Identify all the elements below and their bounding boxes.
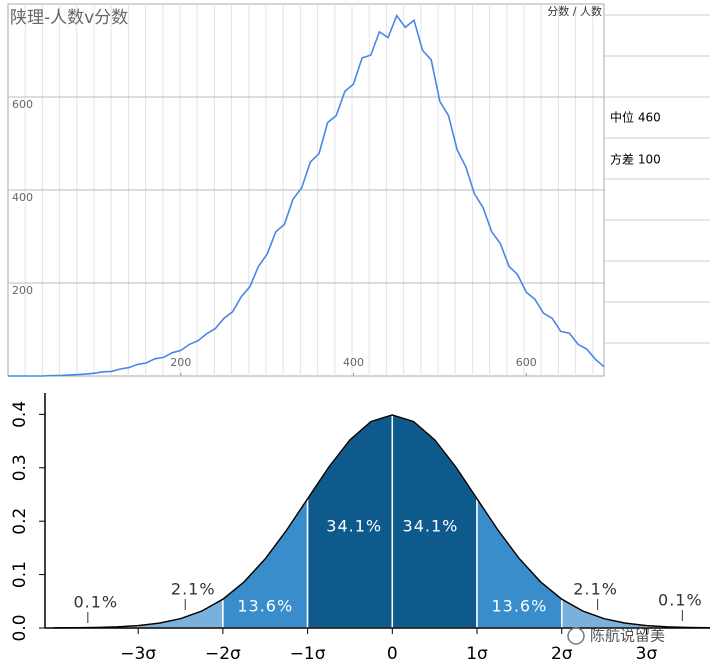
segment-label: 2.1% [573,580,618,599]
cell-text: 中位 460 [610,110,661,125]
top-layer: 200 400 600 200 400 600 [8,13,605,377]
x-tick-label: −3σ [120,644,156,664]
watermark: 陈航说留美 [567,627,665,645]
data-line [8,13,605,377]
axis-label: 分数 / 人数 [547,5,602,18]
chart-title: 陕理-人数v分数 [10,8,128,28]
segment-label: 0.1% [658,591,703,610]
segment-label: 13.6% [491,597,547,616]
x-tick-label: 2σ [551,644,573,664]
x-tick-label: 400 [343,356,364,369]
y-tick-label: 600 [12,98,33,111]
watermark-icon [567,627,585,645]
x-tick-label: 0 [387,644,398,664]
watermark-text: 陈航说留美 [590,627,665,645]
y-tick-label: 0.2 [10,508,30,535]
y-tick-label: 0.3 [10,454,30,481]
y-tick-label: 0.1 [10,561,30,588]
x-tick-label: −1σ [290,644,326,664]
segment-label: 34.1% [326,517,382,536]
x-tick-label: 200 [170,356,191,369]
y-tick-label: 400 [12,191,33,204]
cell-text: 方差 100 [610,152,661,167]
x-tick-label: 600 [516,356,537,369]
x-tick-label: −2σ [205,644,241,664]
y-tick-label: 200 [12,284,33,297]
bottom-layer: 0.0 0.1 0.2 0.3 0.4 −3σ −2σ −1σ 0 1σ 2σ 3σ 0.1% 2.1% 1… [10,393,710,664]
segment-label: 2.1% [171,580,216,599]
y-tick-label: 0.0 [10,614,30,641]
segment-label: 34.1% [403,517,459,536]
y-tick-label: 0.4 [10,401,30,428]
x-tick-label: 3σ [636,644,658,664]
segment-label: 0.1% [73,593,118,612]
curve [53,414,710,629]
x-tick-label: 1σ [466,644,488,664]
segment-label: 13.6% [237,597,293,616]
